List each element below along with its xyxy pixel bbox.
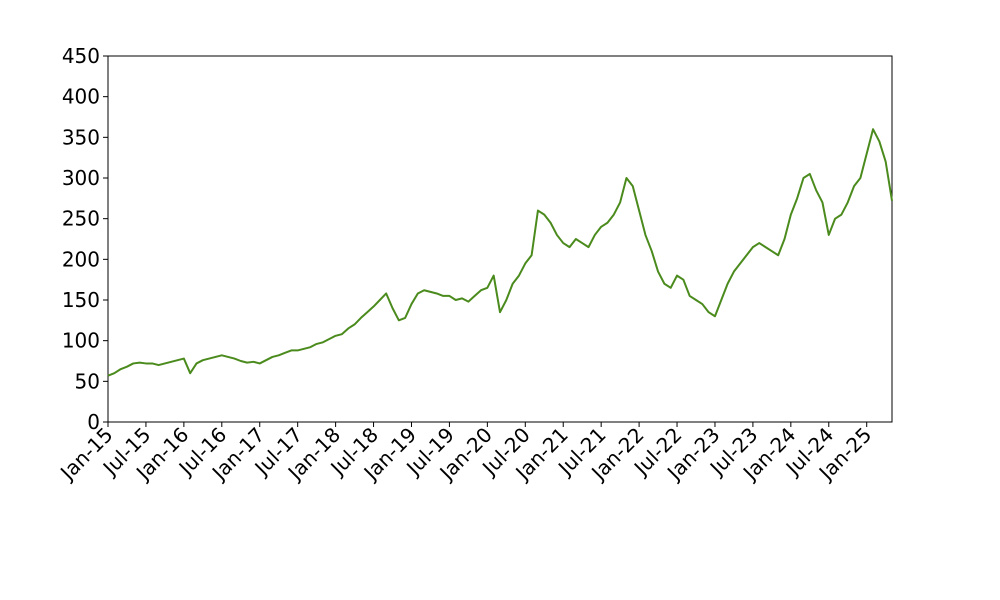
y-tick-label: 250 <box>62 207 100 231</box>
y-tick-label: 150 <box>62 288 100 312</box>
y-tick-label: 300 <box>62 166 100 190</box>
y-tick-label: 400 <box>62 85 100 109</box>
y-tick-label: 200 <box>62 247 100 271</box>
y-tick-label: 0 <box>87 410 100 434</box>
plot-frame <box>107 55 893 423</box>
y-tick-label: 450 <box>62 44 100 68</box>
y-tick-label: 100 <box>62 329 100 353</box>
y-tick-label: 350 <box>62 125 100 149</box>
line-series <box>107 128 893 377</box>
y-tick-label: 50 <box>75 369 100 393</box>
